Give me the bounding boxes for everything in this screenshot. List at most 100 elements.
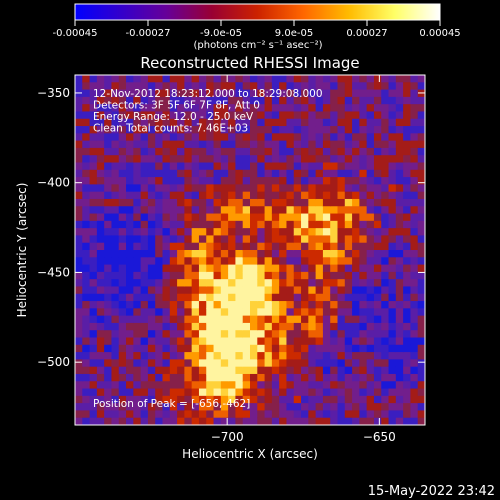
heatmap-cell	[293, 279, 302, 288]
heatmap-cell	[322, 206, 331, 215]
heatmap-cell	[228, 322, 237, 331]
heatmap-cell	[191, 322, 200, 331]
heatmap-cell	[75, 410, 83, 419]
heatmap-cell	[242, 235, 251, 244]
heatmap-cell	[155, 213, 164, 222]
heatmap-cell	[198, 126, 207, 134]
heatmap-cell	[286, 337, 295, 346]
heatmap-cell	[337, 82, 346, 91]
heatmap-cell	[359, 322, 368, 331]
heatmap-cell	[366, 140, 375, 149]
heatmap-cell	[177, 271, 185, 280]
heatmap-cell	[242, 133, 251, 142]
heatmap-cell	[330, 213, 339, 222]
heatmap-cell	[417, 264, 425, 273]
heatmap-cell	[75, 330, 83, 339]
heatmap-cell	[111, 352, 120, 360]
heatmap-cell	[220, 213, 229, 222]
heatmap-cell	[322, 410, 331, 419]
heatmap-cell	[75, 104, 83, 113]
heatmap-cell	[242, 344, 251, 353]
heatmap-cell	[162, 228, 171, 237]
heatmap-cell	[155, 82, 164, 91]
heatmap-cell	[301, 250, 309, 258]
heatmap-cell	[366, 104, 375, 113]
heatmap-cell	[352, 228, 360, 237]
heatmap-cell	[242, 381, 251, 390]
heatmap-cell	[104, 198, 113, 207]
heatmap-cell	[403, 344, 412, 353]
heatmap-cell	[388, 96, 397, 105]
heatmap-cell	[206, 235, 215, 244]
heatmap-cell	[133, 293, 142, 302]
heatmap-cell	[257, 293, 266, 302]
heatmap-cell	[344, 184, 353, 193]
heatmap-cell	[111, 89, 120, 98]
heatmap-cell	[235, 206, 244, 215]
annotation-block: 12-Nov-2012 18:23:12.000 to 18:29:08.000…	[93, 88, 323, 135]
heatmap-cell	[410, 271, 419, 280]
heatmap-cell	[279, 366, 288, 375]
heatmap-cell	[242, 337, 251, 346]
heatmap-cell	[352, 89, 360, 98]
heatmap-cell	[104, 344, 113, 353]
heatmap-cell	[395, 133, 404, 142]
heatmap-cell	[293, 96, 302, 105]
heatmap-cell	[177, 147, 185, 156]
heatmap-cell	[206, 344, 215, 353]
heatmap-cell	[206, 322, 215, 331]
heatmap-cell	[96, 308, 105, 317]
heatmap-cell	[301, 82, 309, 91]
heatmap-cell	[169, 242, 178, 251]
heatmap-cell	[118, 293, 127, 302]
heatmap-cell	[410, 191, 419, 200]
heatmap-cell	[228, 140, 237, 149]
heatmap-cell	[388, 242, 397, 251]
heatmap-cell	[286, 410, 295, 419]
heatmap-cell	[198, 301, 207, 309]
heatmap-cell	[147, 271, 156, 280]
heatmap-cell	[264, 184, 273, 193]
heatmap-cell	[330, 257, 339, 266]
heatmap-cell	[191, 169, 200, 178]
heatmap-cell	[395, 111, 404, 120]
heatmap-cell	[410, 359, 419, 368]
heatmap-cell	[89, 104, 98, 113]
heatmap-cell	[293, 388, 302, 397]
heatmap-cell	[337, 111, 346, 120]
heatmap-cell	[279, 337, 288, 346]
heatmap-cell	[330, 388, 339, 397]
heatmap-cell	[417, 250, 425, 258]
heatmap-cell	[403, 388, 412, 397]
heatmap-cell	[286, 373, 295, 382]
heatmap-cell	[337, 286, 346, 295]
heatmap-cell	[388, 315, 397, 324]
heatmap-cell	[82, 373, 91, 382]
heatmap-cell	[264, 169, 273, 178]
heatmap-cell	[250, 279, 258, 288]
heatmap-cell	[177, 381, 185, 390]
heatmap-cell	[147, 191, 156, 200]
heatmap-cell	[75, 293, 83, 302]
heatmap-cell	[169, 191, 178, 200]
heatmap-cell	[75, 96, 83, 105]
heatmap-cell	[337, 330, 346, 339]
heatmap-cell	[111, 162, 120, 171]
heatmap-cell	[191, 293, 200, 302]
heatmap-cell	[308, 337, 317, 346]
heatmap-cell	[301, 126, 309, 134]
heatmap-cell	[322, 271, 331, 280]
heatmap-cell	[140, 213, 149, 222]
heatmap-cell	[403, 235, 412, 244]
heatmap-cell	[162, 220, 171, 229]
heatmap-cell	[271, 373, 280, 382]
heatmap-cell	[352, 213, 360, 222]
heatmap-cell	[177, 308, 185, 317]
heatmap-cell	[89, 198, 98, 207]
heatmap-cell	[82, 162, 91, 171]
heatmap-cell	[352, 118, 360, 127]
heatmap-cell	[257, 279, 266, 288]
heatmap-cell	[264, 395, 273, 404]
heatmap-cell	[337, 373, 346, 382]
heatmap-cell	[147, 403, 156, 412]
